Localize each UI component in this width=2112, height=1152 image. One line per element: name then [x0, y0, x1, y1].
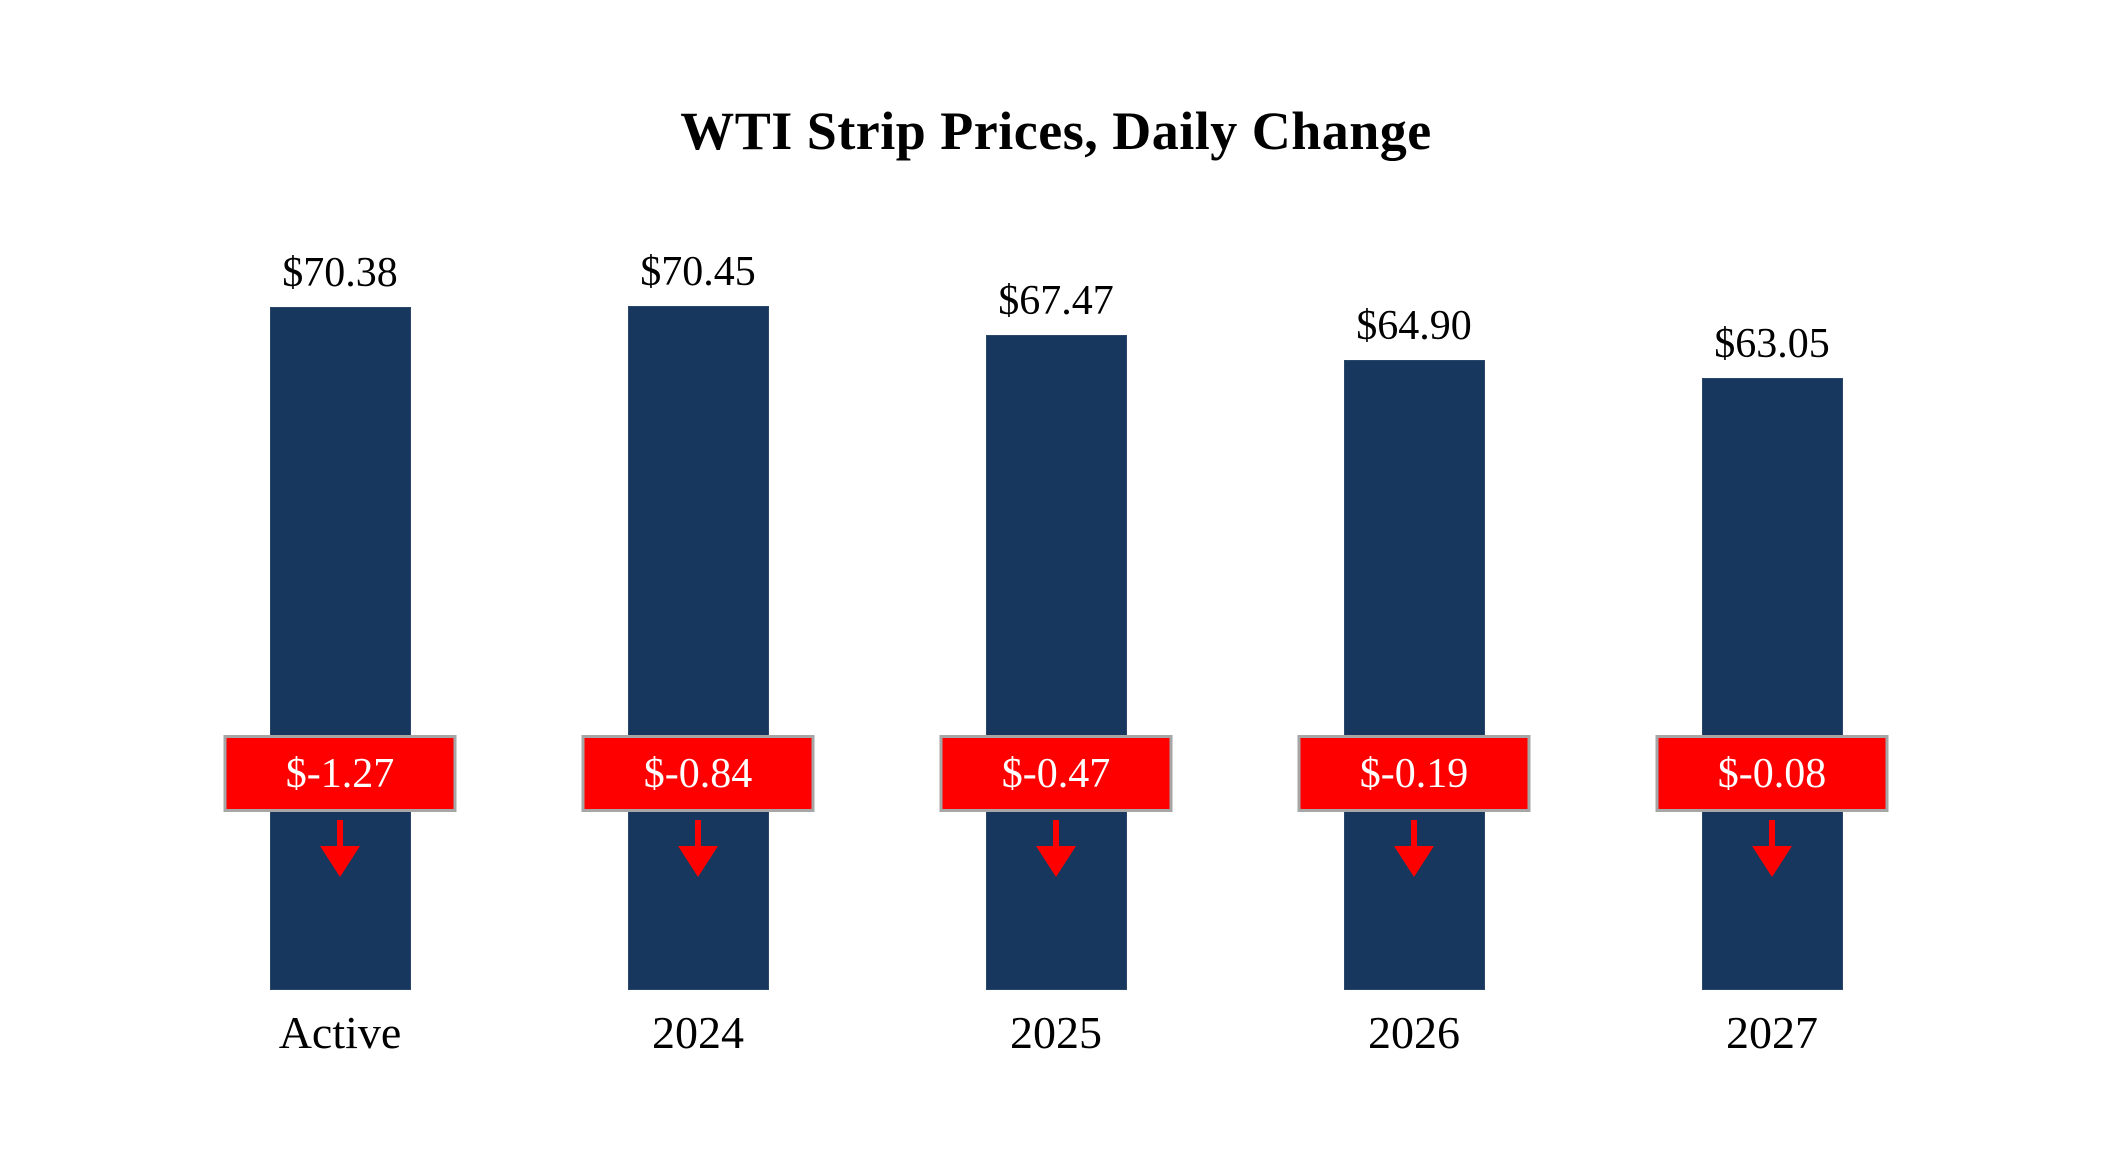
category-label: 2025: [1010, 1007, 1102, 1058]
bar-group: $64.90 $-0.19 2026: [1235, 230, 1593, 1058]
down-arrow-icon: [1391, 820, 1437, 878]
category-label: 2027: [1726, 1007, 1818, 1058]
value-label: $70.38: [282, 250, 398, 296]
bar: [627, 306, 769, 990]
bar-group: $70.38 $-1.27 Active: [161, 230, 519, 1058]
down-arrow-icon: [1033, 820, 1079, 878]
bar: [985, 335, 1127, 990]
down-arrow-icon: [1749, 820, 1795, 878]
change-badge: $-0.08: [1655, 735, 1889, 812]
value-label: $67.47: [998, 278, 1114, 324]
change-badge: $-0.47: [939, 735, 1173, 812]
change-badge: $-0.84: [581, 735, 815, 812]
bar: [1701, 378, 1843, 990]
bar-chart: $70.38 $-1.27 Active $70.45 $-0.84: [161, 230, 1951, 1058]
change-badge: $-1.27: [223, 735, 457, 812]
bar: [1343, 360, 1485, 990]
bar-group: $70.45 $-0.84 2024: [519, 230, 877, 1058]
category-label: 2026: [1368, 1007, 1460, 1058]
bar-group: $63.05 $-0.08 2027: [1593, 230, 1951, 1058]
down-arrow-icon: [317, 820, 363, 878]
value-label: $63.05: [1714, 321, 1830, 367]
category-label: Active: [278, 1007, 402, 1058]
bar-group: $67.47 $-0.47 2025: [877, 230, 1235, 1058]
chart-title: WTI Strip Prices, Daily Change: [680, 101, 1432, 161]
value-label: $64.90: [1356, 303, 1472, 349]
value-label: $70.45: [640, 249, 756, 295]
category-label: 2024: [652, 1007, 744, 1058]
down-arrow-icon: [675, 820, 721, 878]
bar: [269, 307, 411, 990]
change-badge: $-0.19: [1297, 735, 1531, 812]
